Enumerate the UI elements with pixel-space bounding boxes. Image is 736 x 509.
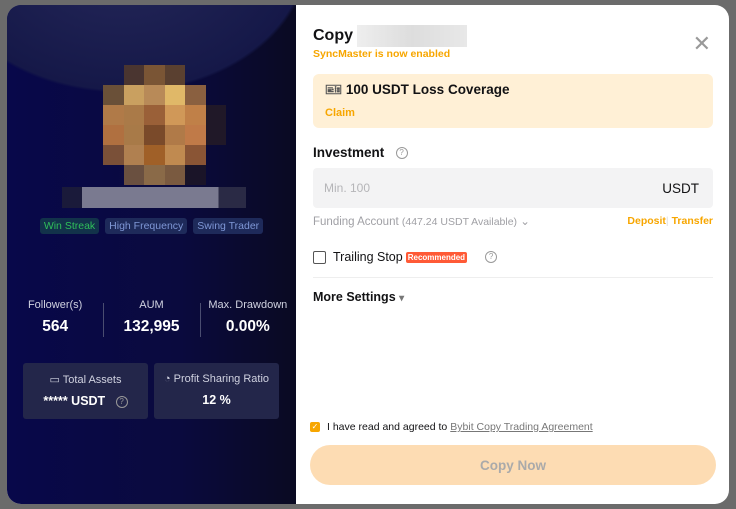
total-assets-label: Total Assets [62,374,122,386]
chevron-down-icon: ▾ [399,293,405,304]
avatar-pixel [206,85,227,105]
avatar-pixel [185,145,206,165]
investment-label: Investment [313,145,385,160]
stat-followers: Follower(s) 564 [7,299,103,336]
avatar-pixel [103,145,124,165]
avatar-pixel [206,165,227,185]
avatar-pixel [164,165,185,185]
avatar-pixel [123,65,144,85]
help-icon[interactable]: ? [115,395,128,408]
trailing-stop-label: Trailing Stop [333,250,403,264]
profit-sharing-value: 12 % [202,393,231,407]
tag-win-streak: Win Streak [39,218,100,234]
avatar-pixel [185,165,206,185]
avatar-pixel [185,85,206,105]
avatar-pixel [205,105,226,125]
deposit-link[interactable]: Deposit [627,215,666,227]
close-icon[interactable]: ✕ [692,31,711,56]
ticket-icon: 🎫︎ [325,82,343,97]
promo-title: 100 USDT Loss Coverage [345,82,510,97]
avatar-pixel [205,125,226,145]
avatar-pixel [185,105,206,125]
pie-chart-icon: ◔ [163,373,171,385]
avatar-pixel [103,65,124,85]
funding-available: (447.24 USDT Available) [401,216,518,228]
tag-swing-trader: Swing Trader [193,218,264,234]
total-assets-value: ***** USDT [43,394,106,408]
trailing-stop-checkbox[interactable] [313,250,326,264]
modal-title: Copy [313,25,467,47]
profit-sharing-card: ◔ Profit Sharing Ratio 12 % [154,363,279,419]
stat-label: AUM [139,299,164,311]
avatar-pixel [103,165,124,185]
total-assets-card: ▭ Total Assets ***** USDT ? [23,363,148,419]
agreement-link[interactable]: Bybit Copy Trading Agreement [450,421,593,433]
funding-account-select[interactable]: Funding Account (447.24 USDT Available) … [313,214,530,228]
stat-value: 132,995 [123,318,180,335]
avatar-pixel [206,145,227,165]
sync-status: SyncMaster is now enabled [313,48,451,60]
avatar-pixel [164,145,185,165]
avatar-pixel [123,145,144,165]
copy-trading-modal: Win Streak High Frequency Swing Trader F… [7,5,729,504]
tag-high-frequency: High Frequency [105,218,188,234]
more-settings-toggle[interactable]: More Settings ▾ [313,290,404,304]
copy-now-button[interactable]: Copy Now [310,445,716,485]
avatar-pixel [144,165,165,185]
stat-max-drawdown: Max. Drawdown 0.00% [199,299,296,337]
avatar-pixel [103,85,124,105]
trader-name-blurred [357,25,467,47]
trader-panel: Win Streak High Frequency Swing Trader F… [7,5,296,504]
chevron-down-icon: ⌄ [520,216,530,228]
avatar-pixel [185,125,206,145]
stat-aum: AUM 132,995 [103,299,199,337]
avatar-pixel [144,105,165,125]
avatar-pixel [123,85,144,105]
claim-link[interactable]: Claim [325,107,355,119]
wallet-icon: ▭ [49,374,60,386]
avatar-pixel [164,65,185,85]
recommended-badge: Recommended [405,251,468,263]
stat-value: 0.00% [225,318,270,335]
trader-avatar-pixelated [103,65,226,185]
avatar-pixel [164,125,185,145]
profit-sharing-label: Profit Sharing Ratio [173,373,270,385]
loss-coverage-banner: 🎫︎ 100 USDT Loss Coverage Claim [313,74,713,128]
avatar-pixel [164,85,185,105]
avatar-pixel [144,65,165,85]
transfer-link[interactable]: Transfer [671,215,713,227]
agree-text: I have read and agreed to [327,421,448,433]
avatar-pixel [123,105,144,125]
investment-input[interactable] [324,181,479,195]
more-settings-label: More Settings [313,290,396,304]
avatar-pixel [123,165,144,185]
avatar-pixel [144,145,165,165]
avatar-pixel [123,125,144,145]
help-icon[interactable]: ? [395,147,408,160]
avatar-pixel [103,125,124,145]
avatar-pixel [144,85,165,105]
avatar-pixel [144,125,165,145]
avatar-pixel [103,105,124,125]
avatar-pixel [185,65,206,85]
avatar-pixel [206,65,227,85]
avatar-pixel [164,105,185,125]
stat-label: Follower(s) [27,299,83,311]
currency-label: USDT [662,180,699,196]
copy-form: Copy SyncMaster is now enabled ✕ 🎫︎ 100 … [296,5,729,504]
trader-name-blurred [62,187,246,208]
divider [313,277,713,278]
stat-value: 564 [42,318,69,335]
investment-field[interactable]: USDT [313,168,713,208]
help-icon[interactable]: ? [485,251,498,263]
agree-checkbox[interactable]: ✓ [310,422,320,432]
stat-label: Max. Drawdown [208,299,288,311]
title-text: Copy [313,27,353,44]
funding-label: Funding Account [313,216,399,228]
